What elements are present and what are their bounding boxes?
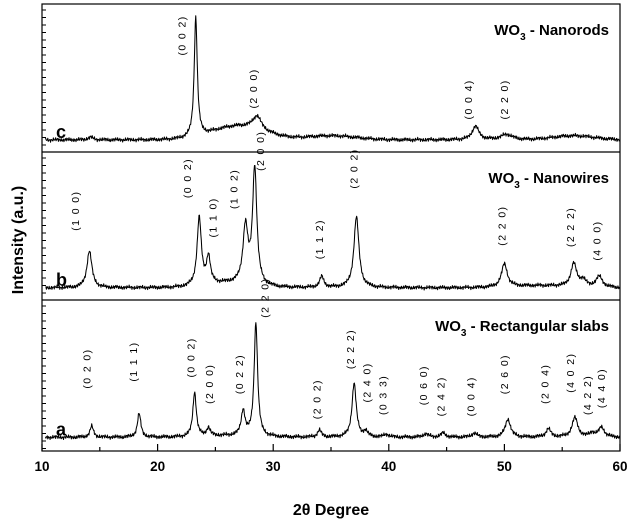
panel-letter-a: a [56, 419, 67, 439]
peak-label: (0 3 3) [377, 375, 389, 415]
peak-label: (2 0 2) [349, 148, 361, 188]
panel-title-a: WO3 - Rectangular slabs [435, 318, 609, 339]
x-tick-label: 20 [150, 459, 165, 474]
panel-title-b: WO3 - Nanowires [488, 170, 609, 191]
x-tick-label: 30 [266, 459, 281, 474]
peak-label: (2 2 2) [345, 329, 357, 369]
peak-label: (0 2 0) [82, 348, 94, 388]
x-tick-label: 50 [497, 459, 512, 474]
peak-label: (2 4 2) [435, 376, 447, 416]
x-tick-label: 40 [381, 459, 396, 474]
peak-label: (2 0 2) [312, 379, 324, 419]
x-axis-title: 2θ Degree [293, 502, 369, 519]
peak-label: (1 1 2) [314, 219, 326, 259]
xrd-trace-b [45, 165, 620, 291]
xrd-trace-c [44, 15, 620, 143]
peak-label: (4 2 2) [582, 375, 594, 415]
peak-label: (2 2 0) [260, 278, 272, 318]
peak-label: (0 0 2) [176, 15, 188, 55]
peak-label: (0 0 2) [182, 158, 194, 198]
x-tick-label: 10 [34, 459, 49, 474]
peak-label: (4 4 0) [596, 368, 608, 408]
y-axis-title: Intensity (a.u.) [10, 186, 27, 294]
peak-label: (1 0 2) [228, 169, 240, 209]
peak-label: (1 1 1) [128, 342, 140, 382]
peak-label: (2 2 2) [565, 207, 577, 247]
peak-label: (2 0 0) [204, 364, 216, 404]
peak-label: (2 0 0) [255, 131, 267, 171]
peak-label: (0 0 4) [463, 79, 475, 119]
panel-title-c: WO3 - Nanorods [494, 22, 609, 43]
peak-label: (2 0 4) [539, 364, 551, 404]
xrd-trace-a [44, 322, 620, 441]
peak-label: (2 0 0) [248, 68, 260, 108]
peak-label: (4 0 2) [565, 353, 577, 393]
peak-label: (1 0 0) [70, 191, 82, 231]
peak-label: (1 1 0) [208, 197, 220, 237]
peak-label: (0 0 4) [465, 376, 477, 416]
x-tick-label: 60 [612, 459, 627, 474]
panel-letter-b: b [56, 270, 67, 290]
plot-frame [41, 3, 621, 452]
peak-label: (2 2 0) [497, 206, 509, 246]
peak-label: (0 2 2) [234, 354, 246, 394]
panel-letter-c: c [56, 122, 66, 142]
peak-label: (4 0 0) [591, 220, 603, 260]
peak-label: (2 6 0) [499, 354, 511, 394]
peak-label: (0 0 2) [186, 337, 198, 377]
peak-label: (2 4 0) [361, 362, 373, 402]
peak-label: (2 2 0) [499, 79, 511, 119]
peak-label: (0 6 0) [418, 365, 430, 405]
